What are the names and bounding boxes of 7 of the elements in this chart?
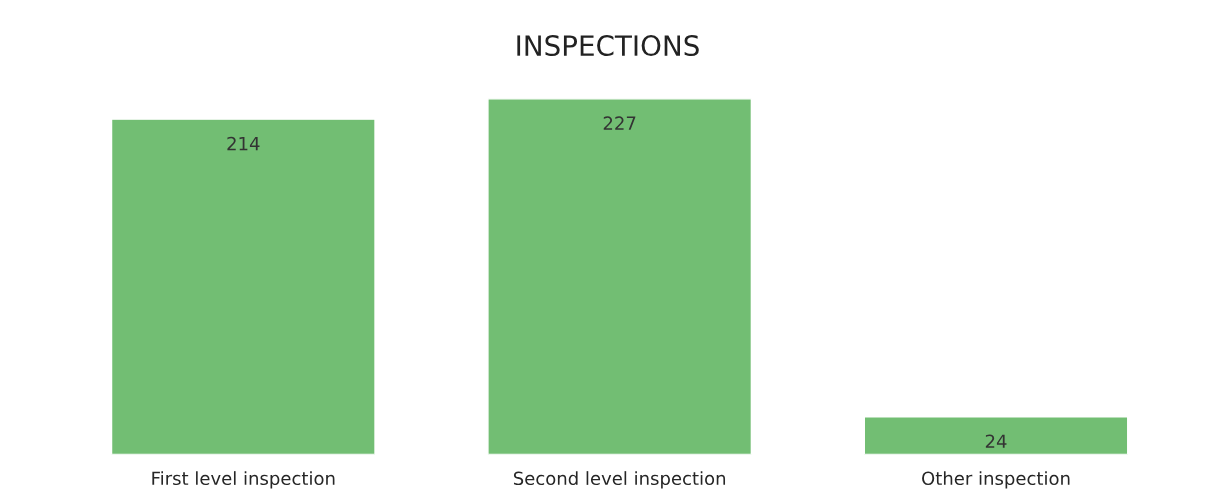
chart-title: INSPECTIONS <box>517 35 699 57</box>
x-tick-label: First level inspection <box>152 471 335 489</box>
x-tick-label: Other inspection <box>922 471 1070 489</box>
data-label: 227 <box>603 116 636 130</box>
data-label: 214 <box>227 136 260 151</box>
x-tick-label: Second level inspection <box>513 471 726 489</box>
data-label: 24 <box>985 434 1007 448</box>
